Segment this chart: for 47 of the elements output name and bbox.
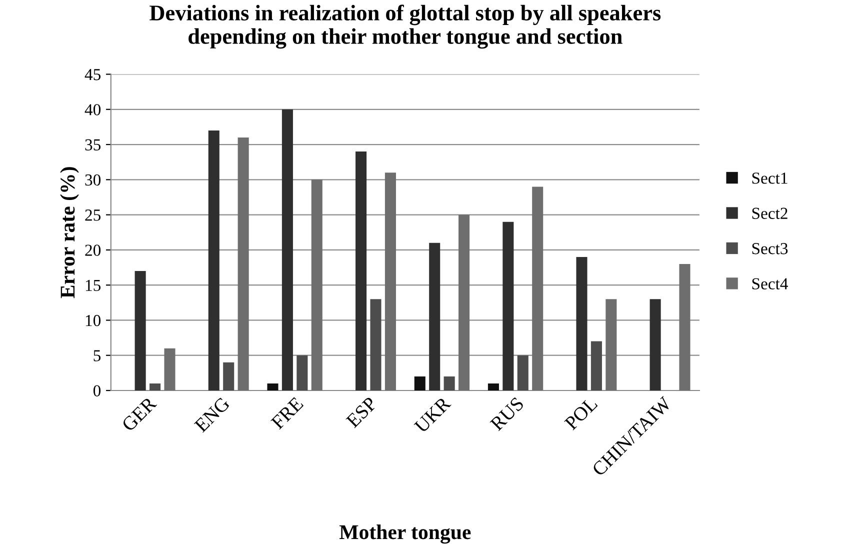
legend-label: Sect4 bbox=[752, 278, 788, 290]
bar bbox=[429, 242, 440, 390]
x-tick-label: ESP bbox=[346, 396, 378, 428]
x-tick-label: GER bbox=[121, 396, 158, 432]
x-tick-label: UKR bbox=[414, 396, 452, 434]
bar bbox=[134, 271, 146, 390]
y-tick-label: 20 bbox=[85, 244, 101, 256]
bar bbox=[606, 299, 617, 390]
bar bbox=[384, 172, 396, 390]
bar bbox=[650, 299, 661, 390]
bar bbox=[532, 186, 544, 390]
legend-label: Sect1 bbox=[752, 172, 788, 184]
x-tick-label: FRE bbox=[270, 396, 304, 430]
bar bbox=[150, 383, 161, 390]
legend-label: Sect3 bbox=[752, 243, 788, 254]
legend-label: Sect2 bbox=[752, 208, 788, 219]
bar bbox=[238, 138, 249, 390]
bar bbox=[282, 109, 293, 390]
bar bbox=[576, 256, 588, 390]
y-tick-label: 5 bbox=[94, 350, 101, 362]
y-tick-label: 0 bbox=[93, 385, 101, 396]
bar bbox=[488, 383, 499, 390]
bar bbox=[356, 152, 367, 390]
y-tick-label: 25 bbox=[85, 210, 101, 221]
bar bbox=[414, 376, 426, 390]
y-tick-label: 35 bbox=[85, 139, 101, 150]
chart-title: Deviations in realization of glottal stop by all speakers depending on their mother tongue and section bbox=[150, 4, 661, 49]
bar bbox=[517, 355, 528, 390]
bar bbox=[458, 214, 470, 390]
y-tick-label: 40 bbox=[84, 104, 101, 116]
bar bbox=[502, 222, 514, 390]
bar bbox=[296, 355, 308, 390]
y-tick-label: 45 bbox=[84, 69, 101, 80]
y-tick-label: 30 bbox=[85, 174, 101, 186]
x-axis-title: Mother tongue bbox=[339, 524, 471, 544]
bar bbox=[370, 299, 382, 390]
bar bbox=[208, 130, 220, 390]
bar bbox=[311, 180, 322, 390]
bar bbox=[444, 376, 455, 390]
bar bbox=[164, 348, 176, 390]
bar bbox=[223, 362, 234, 390]
bar bbox=[267, 383, 278, 390]
y-tick-label: 15 bbox=[86, 280, 101, 292]
bar bbox=[679, 264, 690, 390]
bar bbox=[590, 341, 602, 390]
y-axis-title: Error rate (%) bbox=[60, 167, 79, 298]
y-tick-label: 10 bbox=[86, 314, 101, 326]
